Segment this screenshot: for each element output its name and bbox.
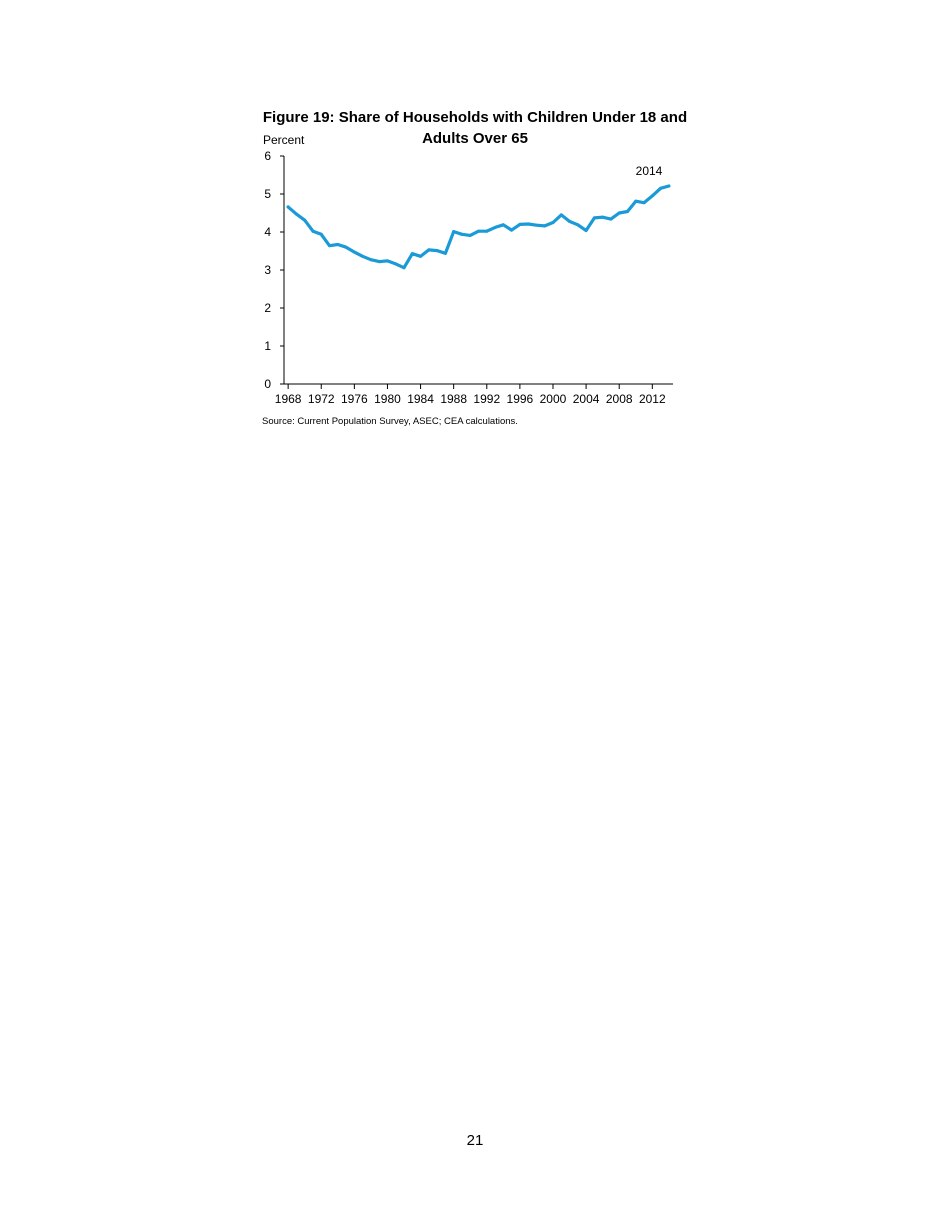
x-tick-label: 2004 — [573, 392, 600, 406]
data-point-2007 — [609, 217, 613, 221]
y-tick-label: 3 — [264, 263, 271, 277]
data-point-2005 — [592, 216, 596, 220]
y-tick-label: 4 — [264, 225, 271, 239]
data-point-1968 — [286, 205, 290, 209]
data-point-1975 — [344, 245, 348, 249]
y-tick-label: 1 — [264, 339, 271, 353]
data-point-2008 — [617, 211, 621, 215]
data-point-1991 — [477, 229, 480, 233]
data-point-1982 — [402, 266, 406, 270]
x-tick-label: 2008 — [606, 392, 633, 406]
data-point-1985 — [427, 248, 431, 252]
data-points — [286, 184, 671, 270]
x-tick-label: 1984 — [407, 392, 434, 406]
data-point-1994 — [501, 223, 505, 227]
annotation-2014: 2014 — [636, 164, 663, 178]
data-point-1986 — [435, 249, 439, 253]
data-point-1971 — [311, 229, 315, 233]
data-point-1999 — [543, 224, 547, 228]
x-axis-ticks: 1968 1972 1976 1980 1984 1988 1992 1996 2000 2004… — [275, 384, 666, 406]
page-number: 21 — [466, 1132, 484, 1149]
data-point-1992 — [485, 229, 489, 233]
data-point-1983 — [410, 252, 414, 256]
data-point-2013 — [659, 186, 663, 190]
data-point-2004 — [584, 228, 588, 232]
data-point-1984 — [419, 254, 423, 258]
chart-title: Figure 19: Share of Households with Chil… — [262, 109, 688, 147]
data-point-2002 — [568, 219, 572, 223]
y-axis-ticks: 0 1 2 3 4 5 6 — [264, 149, 284, 391]
data-point-2010 — [634, 199, 638, 203]
y-tick-label: 2 — [264, 301, 271, 315]
data-point-1970 — [303, 218, 307, 222]
data-point-1977 — [361, 254, 365, 258]
data-point-1980 — [385, 259, 389, 263]
data-point-1988 — [452, 230, 456, 234]
x-tick-label: 1976 — [341, 392, 368, 406]
y-tick-label: 5 — [264, 187, 271, 201]
data-point-1981 — [394, 262, 398, 266]
data-point-1987 — [443, 251, 447, 255]
x-tick-label: 1988 — [440, 392, 467, 406]
data-point-1973 — [328, 244, 332, 248]
data-point-2001 — [559, 213, 563, 217]
data-point-2006 — [601, 215, 605, 219]
y-tick-label: 6 — [264, 149, 271, 163]
x-tick-label: 1992 — [473, 392, 500, 406]
data-point-2009 — [625, 209, 629, 213]
data-point-1996 — [518, 222, 522, 226]
x-tick-label: 2012 — [639, 392, 666, 406]
data-point-1969 — [294, 212, 298, 216]
data-point-1993 — [493, 225, 497, 229]
data-point-1974 — [336, 243, 340, 247]
x-tick-label: 1968 — [275, 392, 302, 406]
data-point-1976 — [352, 250, 356, 254]
line-chart: Percent 0 1 2 3 4 5 6 1968 1972 1976 1980 1984 1988… — [263, 133, 673, 406]
data-point-1972 — [319, 232, 323, 236]
data-point-1989 — [460, 232, 464, 236]
data-point-2014 — [667, 184, 671, 188]
source-note: Source: Current Population Survey, ASEC;… — [262, 416, 518, 427]
data-point-1997 — [526, 222, 530, 226]
data-point-2012 — [650, 194, 654, 198]
data-point-2003 — [576, 223, 580, 227]
data-point-2011 — [642, 201, 646, 205]
y-tick-label: 0 — [264, 377, 271, 391]
x-tick-label: 1972 — [308, 392, 335, 406]
x-tick-label: 1996 — [507, 392, 534, 406]
data-point-1995 — [510, 228, 514, 232]
series-line — [286, 184, 671, 270]
x-tick-label: 1980 — [374, 392, 401, 406]
y-axis-label: Percent — [263, 133, 305, 147]
data-point-1979 — [377, 260, 381, 264]
x-tick-label: 2000 — [540, 392, 567, 406]
data-point-1998 — [534, 223, 538, 227]
data-point-1978 — [369, 258, 373, 262]
data-point-2000 — [551, 221, 555, 224]
data-point-1990 — [468, 233, 472, 237]
